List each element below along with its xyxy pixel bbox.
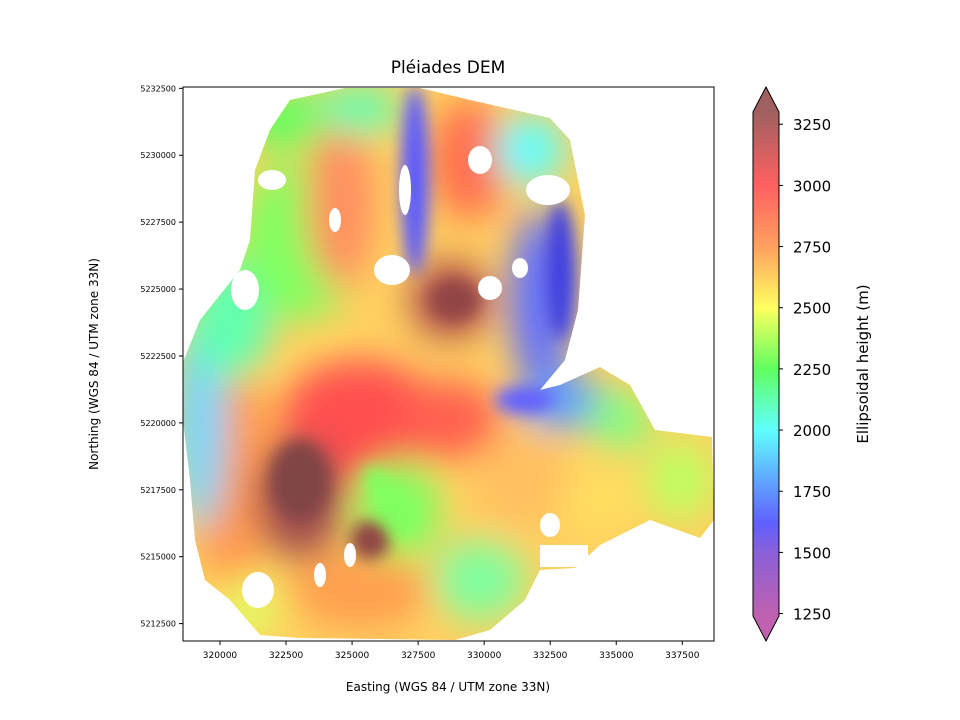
x-tick-label: 327500 [401, 651, 436, 661]
x-tick-label: 330000 [467, 651, 502, 661]
dem-image [183, 88, 714, 640]
colorbar-tick-label: 1500 [793, 544, 831, 562]
x-tick-label: 322500 [269, 651, 304, 661]
x-axis-ticks: 320000 322500 325000 327500 330000 332500 3350… [203, 641, 700, 661]
x-tick-label: 337500 [665, 651, 700, 661]
x-axis-label: Easting (WGS 84 / UTM zone 33N) [346, 680, 550, 694]
colorbar-tick-label: 2000 [793, 422, 831, 440]
colorbar-tick-label: 3000 [793, 177, 831, 195]
colorbar-ticks: 1250 1500 1750 2000 2250 2500 2750 3000 3250 [779, 116, 831, 624]
y-axis-ticks: 5212500 5215000 5217500 5220000 5222500 52250… [140, 84, 183, 629]
y-axis-label: Northing (WGS 84 / UTM zone 33N) [87, 258, 101, 470]
colorbar-tick-label: 1250 [793, 606, 831, 624]
colorbar-tick-label: 2750 [793, 239, 831, 257]
y-tick-label: 5220000 [140, 419, 176, 428]
colorbar-tick-label: 3250 [793, 116, 831, 134]
y-tick-label: 5222500 [140, 352, 176, 361]
y-tick-label: 5230000 [140, 151, 176, 160]
nodata-gaps [231, 146, 588, 608]
colorbar-label: Ellipsoidal height (m) [854, 284, 872, 443]
y-tick-label: 5212500 [140, 620, 176, 629]
x-tick-label: 332500 [533, 651, 568, 661]
y-tick-label: 5232500 [140, 84, 176, 93]
colorbar-tick-label: 2500 [793, 300, 831, 318]
x-tick-label: 335000 [599, 651, 634, 661]
colorbar-tick-label: 2250 [793, 361, 831, 379]
colorbar: 1250 1500 1750 2000 2250 2500 2750 3000 3250 Ell… [752, 85, 872, 643]
chart-title: Pléiades DEM [391, 58, 506, 78]
y-tick-label: 5225000 [140, 285, 176, 294]
x-tick-label: 325000 [335, 651, 370, 661]
y-tick-label: 5227500 [140, 218, 176, 227]
y-tick-label: 5215000 [140, 553, 176, 562]
colorbar-body [752, 85, 780, 643]
colorbar-tick-label: 1750 [793, 483, 831, 501]
x-tick-label: 320000 [203, 651, 238, 661]
y-tick-label: 5217500 [140, 486, 176, 495]
plot-area-frame [182, 86, 715, 642]
